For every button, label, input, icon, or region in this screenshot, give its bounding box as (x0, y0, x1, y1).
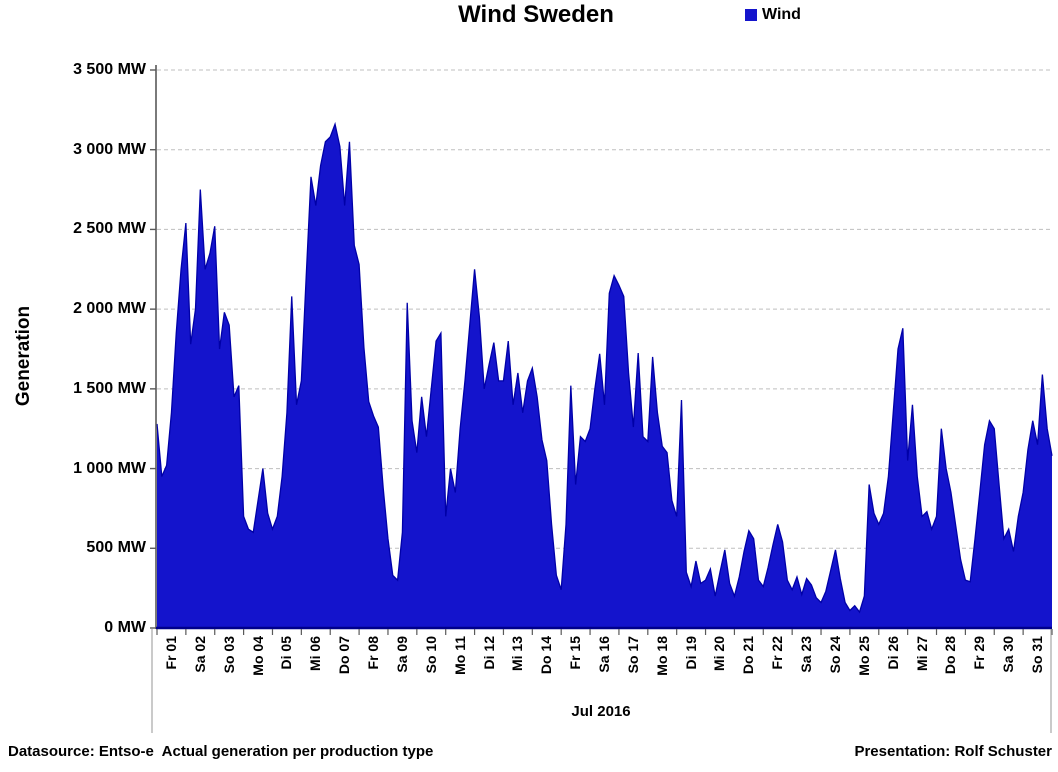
x-axis-day-label: Fr 15 (567, 636, 584, 670)
x-axis-day-label: So 17 (624, 636, 641, 674)
legend: Wind (745, 6, 801, 24)
y-axis-tick-label: 2 000 MW (73, 300, 146, 318)
x-axis-day-label: Mo 18 (653, 636, 670, 676)
y-axis-tick-label: 500 MW (86, 539, 146, 557)
x-axis-day-label: Do 28 (942, 636, 959, 675)
x-axis-day-label: So 31 (1029, 636, 1046, 674)
x-axis-day-label: Fr 22 (769, 636, 786, 670)
wind-area-series (157, 124, 1052, 629)
x-axis-day-label: Do 21 (740, 636, 757, 675)
x-axis-day-label: Do 07 (336, 636, 353, 675)
x-axis-day-label: Sa 30 (1000, 636, 1017, 673)
y-axis-tick-label: 1 000 MW (73, 459, 146, 477)
x-axis-day-label: Mo 11 (451, 636, 468, 675)
x-axis-day-label: Di 05 (278, 636, 295, 670)
y-axis-tick-label: 3 000 MW (73, 140, 146, 158)
x-axis-month-label: Jul 2016 (571, 703, 631, 720)
x-axis-day-label: So 10 (422, 636, 439, 674)
wind-area-outline (156, 121, 1053, 614)
y-axis-tick-label: 1 500 MW (73, 379, 146, 397)
x-axis-day-label: Mi 27 (913, 636, 930, 672)
x-axis-day-label: Mi 13 (509, 636, 526, 672)
x-axis-day-label: Di 12 (480, 636, 497, 670)
y-axis-tick-label: 3 500 MW (73, 61, 146, 78)
x-axis-day-label: Di 19 (682, 636, 699, 670)
x-axis-day-label: Mo 04 (249, 636, 266, 676)
x-axis-day-label: Mi 06 (307, 636, 324, 672)
y-axis-tick-label: 0 MW (104, 619, 146, 636)
presentation-note: Presentation: Rolf Schuster (854, 743, 1052, 760)
x-axis-day-label: Di 26 (884, 636, 901, 670)
x-axis-day-label: Fr 01 (162, 636, 179, 670)
x-axis-day-label: So 24 (826, 636, 843, 674)
x-axis-day-label: Fr 29 (971, 636, 988, 670)
x-axis-day-label: Mi 20 (711, 636, 728, 672)
legend-wind-label: Wind (762, 6, 801, 23)
x-axis-day-label: Do 14 (538, 636, 555, 675)
y-axis-tick-label: 2 500 MW (73, 220, 146, 238)
x-axis-day-label: So 03 (220, 636, 237, 674)
x-axis-day-label: Sa 02 (191, 636, 208, 673)
x-axis-day-label: Sa 09 (393, 636, 410, 673)
datasource-note: Datasource: Entso-e Actual generation pe… (8, 743, 434, 760)
x-axis-day-label: Sa 23 (798, 636, 815, 673)
x-axis-day-label: Sa 16 (596, 636, 612, 673)
chart-title: Wind Sweden (458, 1, 614, 28)
x-axis-day-label: Fr 08 (365, 636, 382, 670)
x-axis-day-label: Mo 25 (855, 636, 872, 676)
legend-wind-swatch (745, 9, 757, 21)
